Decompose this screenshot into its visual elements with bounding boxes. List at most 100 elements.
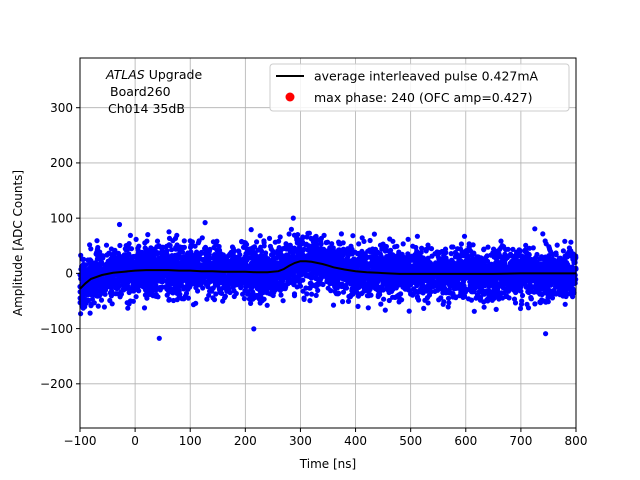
noise-point [390,252,396,258]
noise-point [356,241,362,247]
noise-point [388,263,394,269]
noise-point [413,244,419,251]
noise-point [390,238,396,244]
noise-point [349,288,355,294]
noise-point [458,241,464,247]
noise-point [372,259,378,265]
noise-point [313,292,319,298]
noise-point [224,281,230,287]
noise-point [155,294,161,300]
noise-point [266,235,273,241]
noise-point [562,238,568,244]
noise-point [202,264,208,270]
noise-point [469,280,476,286]
noise-point [396,282,402,288]
noise-point [340,299,346,305]
noise-point [301,246,307,252]
noise-point [381,245,387,251]
noise-point [250,289,256,295]
noise-point [210,285,216,291]
noise-point [213,291,219,297]
noise-point [365,305,371,311]
noise-point [174,244,180,251]
noise-point [308,235,314,241]
noise-point [494,282,500,288]
noise-point [516,264,522,270]
noise-point [141,305,148,311]
noise-point [180,273,186,280]
noise-point [375,249,381,255]
noise-point [411,255,417,261]
noise-point [116,221,123,228]
noise-point [415,266,421,272]
noise-point [481,246,487,252]
noise-point [325,239,331,245]
noise-point [257,288,263,295]
noise-point [445,295,452,301]
noise-point [477,265,483,271]
noise-point [361,238,367,244]
noise-point [519,292,526,299]
noise-point [436,297,442,303]
noise-point [181,244,187,250]
noise-point [448,251,454,257]
noise-point [237,252,243,258]
noise-point [556,256,562,262]
noise-point [94,238,100,244]
noise-point [287,242,293,248]
noise-point [89,296,95,302]
noise-point [180,255,186,261]
noise-point [202,220,208,226]
noise-point [337,275,343,281]
noise-point [338,231,344,237]
noise-point [104,252,110,258]
noise-point [512,300,519,306]
noise-point [95,303,101,309]
noise-point [96,293,102,299]
noise-point [442,280,448,286]
noise-point [230,277,236,283]
noise-point [340,289,347,295]
noise-point [315,287,321,293]
noise-point [337,241,343,247]
noise-point [124,300,130,306]
noise-point [400,241,406,247]
noise-point [509,253,515,259]
noise-point [405,262,411,268]
noise-point [452,285,458,291]
noise-point [258,279,264,286]
noise-point [263,250,269,256]
noise-point [484,297,490,303]
noise-point [148,279,154,285]
noise-point [370,253,376,260]
noise-point [258,260,264,266]
noise-point [277,283,284,289]
noise-point [443,274,449,280]
noise-point [277,234,283,240]
noise-point [568,239,574,245]
noise-point [501,290,507,296]
noise-point [452,249,458,256]
noise-point [164,292,170,298]
noise-point [517,305,524,312]
noise-point [371,231,377,237]
noise-point [244,246,250,253]
noise-point [443,255,449,261]
noise-point [394,256,400,262]
noise-point [387,281,393,287]
noise-point [279,277,285,283]
noise-point [163,251,170,257]
noise-point [88,303,94,309]
noise-point [516,247,522,253]
noise-point [323,258,329,264]
noise-point [188,242,194,248]
noise-point [481,304,487,310]
noise-point [264,284,271,290]
noise-point [185,295,191,301]
noise-point [418,249,424,255]
noise-point [532,276,538,282]
noise-point [540,231,546,237]
noise-point [106,276,112,282]
noise-point [177,291,183,297]
noise-point [121,254,127,260]
